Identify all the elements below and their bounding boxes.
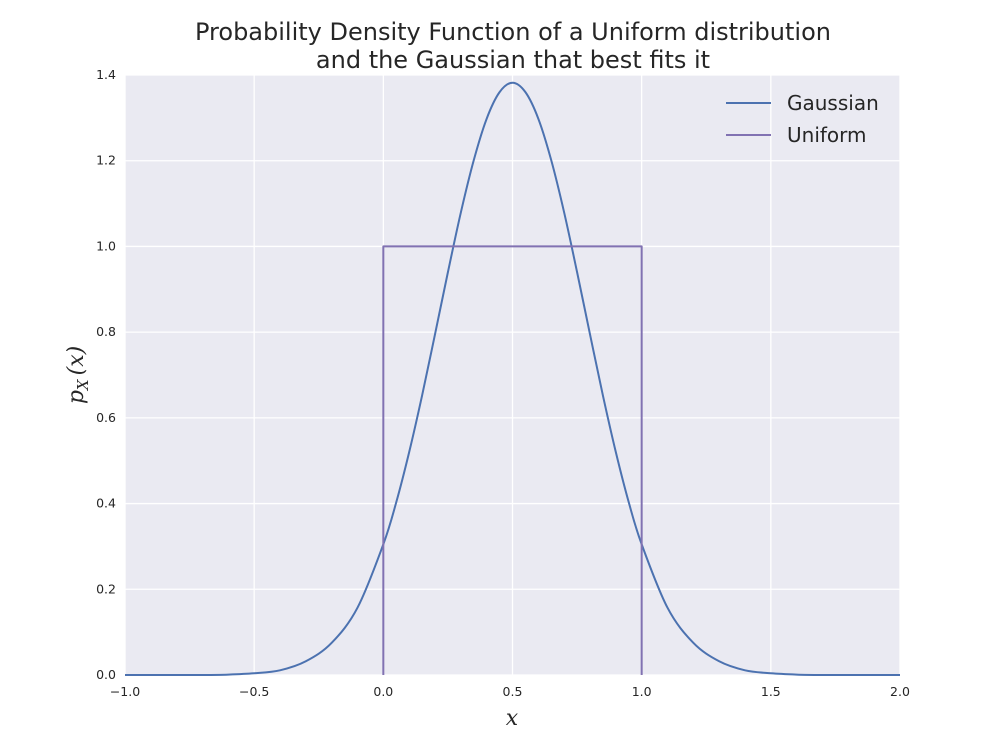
x-tick-label: 2.0 bbox=[890, 684, 910, 699]
series-layer bbox=[124, 81, 900, 677]
x-tick-labels: −1.0 −0.5 0.0 0.5 1.0 1.5 2.0 bbox=[110, 684, 910, 699]
legend-label-uniform: Uniform bbox=[787, 123, 867, 147]
x-tick-label: 0.5 bbox=[503, 684, 523, 699]
x-tick-label: 1.5 bbox=[761, 684, 781, 699]
y-tick-label: 0.8 bbox=[96, 324, 116, 339]
x-tick-label: 1.0 bbox=[632, 684, 652, 699]
chart-title-line-2: and the Gaussian that best fits it bbox=[316, 46, 710, 74]
y-tick-label: 0.2 bbox=[96, 581, 116, 596]
y-tick-label: 1.4 bbox=[96, 67, 116, 82]
y-tick-label: 1.0 bbox=[96, 238, 116, 253]
series-line-uniform bbox=[382, 245, 643, 675]
x-tick-label: −1.0 bbox=[110, 684, 140, 699]
x-tick-label: 0.0 bbox=[373, 684, 393, 699]
series-line-gaussian bbox=[124, 81, 900, 677]
y-tick-label: 0.0 bbox=[96, 667, 116, 682]
y-tick-label: 1.2 bbox=[96, 153, 116, 168]
x-tick-label: −0.5 bbox=[239, 684, 269, 699]
x-axis-label: x bbox=[506, 706, 519, 731]
legend: Gaussian Uniform bbox=[726, 91, 879, 147]
y-axis-label-main: p bbox=[64, 390, 89, 404]
y-tick-labels: 0.0 0.2 0.4 0.6 0.8 1.0 1.2 1.4 bbox=[96, 67, 116, 682]
y-axis-label-sub: X bbox=[74, 378, 92, 391]
y-grid bbox=[125, 74, 900, 676]
chart-title-line-1: Probability Density Function of a Unifor… bbox=[195, 18, 831, 46]
legend-label-gaussian: Gaussian bbox=[787, 91, 879, 115]
y-axis-label: pX (x) bbox=[64, 346, 92, 404]
y-tick-label: 0.6 bbox=[96, 410, 116, 425]
y-tick-label: 0.4 bbox=[96, 496, 116, 511]
y-axis-label-arg: (x) bbox=[64, 346, 89, 376]
